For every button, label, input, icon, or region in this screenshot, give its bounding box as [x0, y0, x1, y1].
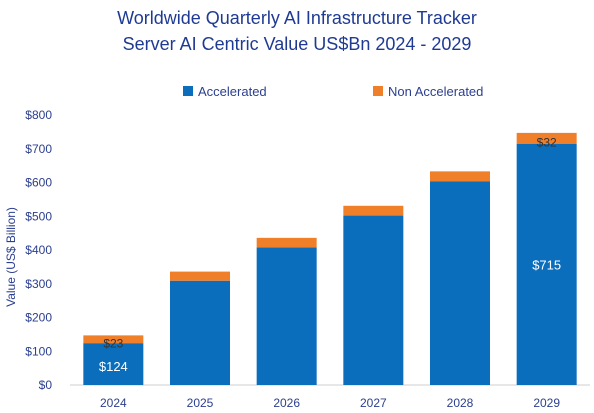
- x-axis: 2024 2025 2026 2027 2028 2029: [70, 384, 590, 410]
- y-tick-label: $300: [25, 277, 52, 291]
- bar-accelerated: [256, 247, 317, 385]
- legend-label-accelerated: Accelerated: [198, 84, 267, 99]
- bar-non-accelerated: [170, 271, 230, 281]
- x-tick-label: 2026: [273, 396, 300, 410]
- y-tick-label: $800: [25, 108, 52, 122]
- y-tick-label: $100: [25, 344, 52, 358]
- y-tick-label: $600: [25, 176, 52, 190]
- x-tick-label: 2028: [447, 396, 474, 410]
- bar-accelerated: [343, 215, 404, 385]
- y-tick-label: $200: [25, 311, 52, 325]
- y-axis: $0 $100 $200 $300 $400 $500 $600 $700 $800: [25, 108, 52, 392]
- y-tick-label: $0: [39, 378, 53, 392]
- x-tick-label: 2027: [360, 396, 387, 410]
- data-label-accelerated: $715: [532, 257, 561, 272]
- legend-swatch-non-accelerated: [373, 86, 383, 96]
- x-tick-label: 2025: [187, 396, 214, 410]
- legend: Accelerated Non Accelerated: [183, 84, 483, 99]
- bar-accelerated: [430, 181, 490, 385]
- legend-swatch-accelerated: [183, 86, 193, 96]
- x-tick-label: 2029: [533, 396, 560, 410]
- bar-accelerated: [170, 280, 230, 385]
- bar-non-accelerated: [256, 237, 317, 248]
- y-tick-label: $500: [25, 209, 52, 223]
- data-label-non-accelerated: $32: [537, 135, 557, 149]
- y-axis-label: Value (US$ Billion): [4, 207, 18, 307]
- bar-non-accelerated: [430, 171, 490, 182]
- y-tick-label: $400: [25, 243, 52, 257]
- bar-accelerated: [516, 143, 577, 385]
- data-label-non-accelerated: $23: [103, 336, 123, 350]
- chart-title: Worldwide Quarterly AI Infrastructure Tr…: [117, 8, 477, 28]
- bars: [83, 132, 577, 385]
- chart-subtitle: Server AI Centric Value US$Bn 2024 - 202…: [122, 34, 472, 54]
- data-labels: $124 $23 $715 $32: [99, 135, 561, 374]
- bar-non-accelerated: [83, 335, 144, 344]
- bar-accelerated: [83, 343, 144, 385]
- y-tick-label: $700: [25, 142, 52, 156]
- bar-non-accelerated: [516, 132, 577, 144]
- x-tick-label: 2024: [100, 396, 127, 410]
- bar-non-accelerated: [343, 205, 404, 216]
- legend-label-non-accelerated: Non Accelerated: [388, 84, 483, 99]
- data-label-accelerated: $124: [99, 359, 128, 374]
